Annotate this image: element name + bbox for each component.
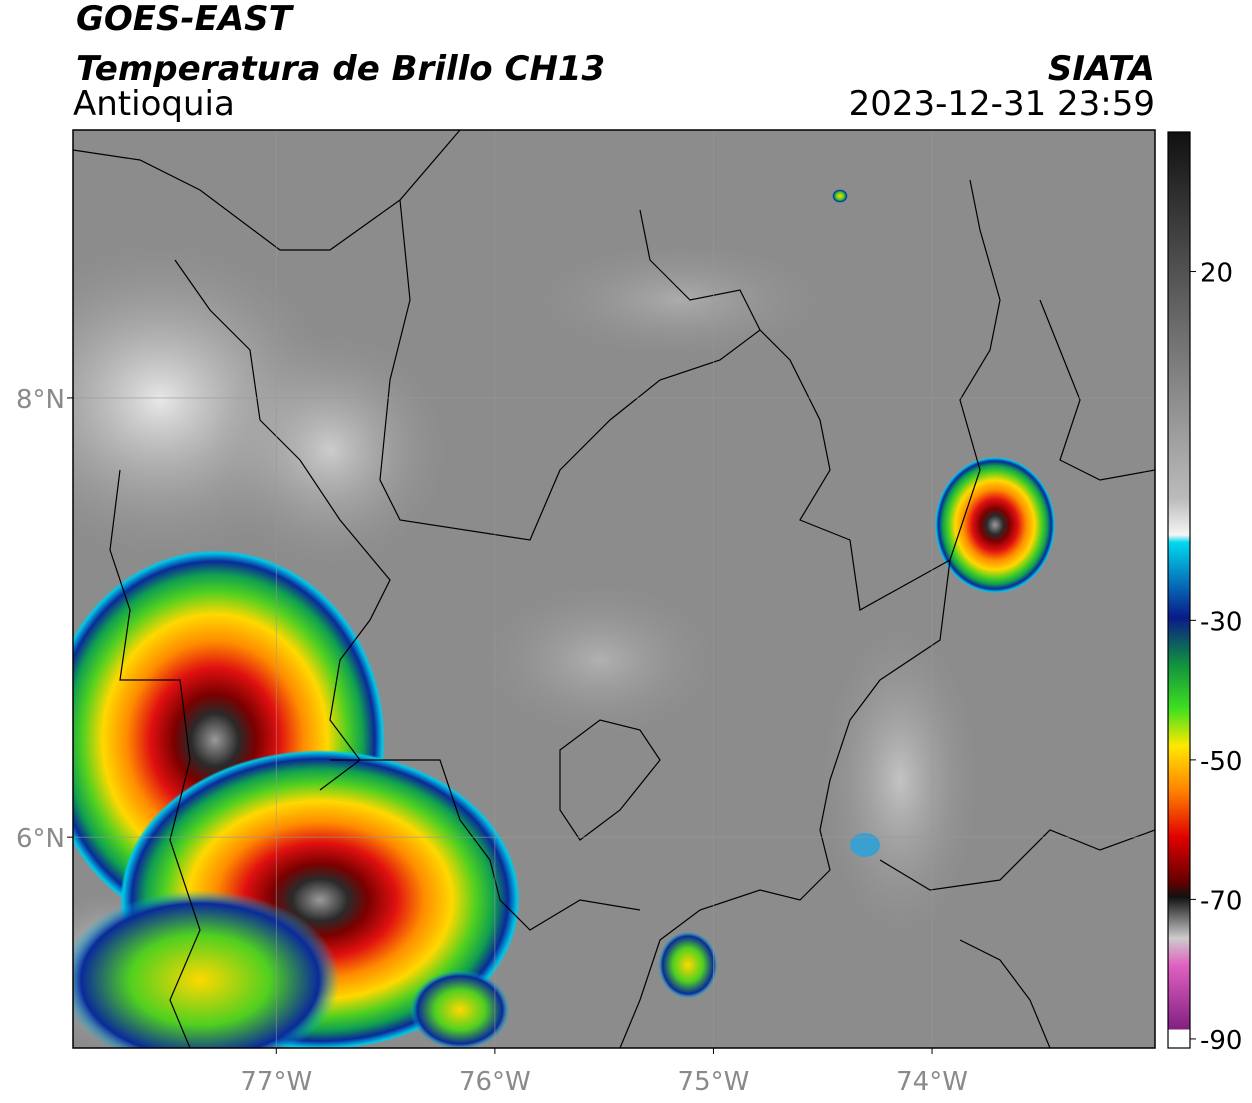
colorbar-tick-label: -30	[1200, 607, 1242, 637]
source: SIATA	[1048, 49, 1155, 89]
colorbar-tick-label: -50	[1200, 747, 1242, 777]
colorbar	[1167, 131, 1191, 1049]
timestamp: 2023-12-31 23:59	[849, 84, 1155, 124]
colorbar-tick-label: -90	[1200, 1026, 1242, 1056]
colorbar-tick-label: 20	[1200, 259, 1233, 289]
satellite-image	[73, 130, 1155, 1048]
x-tick-label: 76°W	[459, 1067, 531, 1097]
x-tick-label: 75°W	[678, 1067, 750, 1097]
colorbar-tick-label: -70	[1200, 886, 1242, 916]
map-frame	[72, 129, 1156, 1049]
x-tick-label: 74°W	[896, 1067, 968, 1097]
subtitle: Temperatura de Brillo CH13	[76, 49, 605, 89]
y-tick-label: 8°N	[16, 385, 65, 415]
region: Antioquia	[73, 84, 235, 124]
y-tick-label: 6°N	[16, 824, 65, 854]
title: GOES-EAST	[76, 0, 295, 39]
graticule	[73, 130, 1155, 1048]
x-tick-label: 77°W	[240, 1067, 312, 1097]
